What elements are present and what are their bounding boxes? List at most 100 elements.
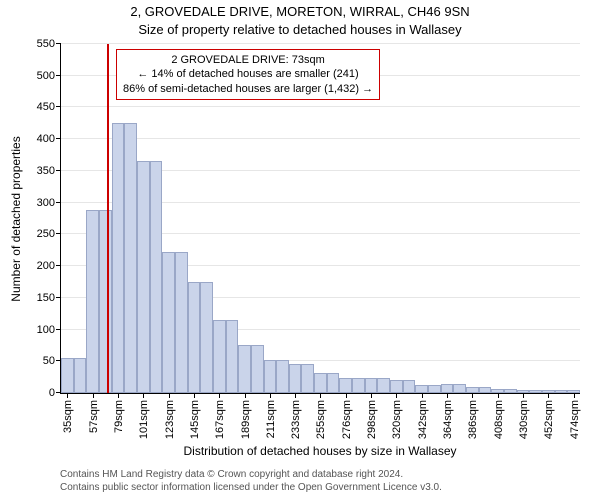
bar [61, 358, 74, 393]
bar [365, 378, 378, 393]
y-tick-label: 350 [37, 165, 61, 177]
bar [112, 123, 125, 393]
annotation-line-3: 86% of semi-detached houses are larger (… [123, 82, 373, 96]
annotation-line-1: 2 GROVEDALE DRIVE: 73sqm [123, 53, 373, 67]
x-tick-label: 233sqm [288, 393, 302, 439]
bar-slot: 35sqm [61, 44, 74, 393]
x-tick-label: 474sqm [567, 393, 581, 439]
x-tick-mark [143, 393, 144, 398]
x-tick-mark [472, 393, 473, 398]
bar [175, 252, 188, 394]
x-tick-label: 386sqm [465, 393, 479, 439]
bar [137, 161, 150, 393]
chart-subtitle: Size of property relative to detached ho… [0, 22, 600, 37]
y-tick-label: 150 [37, 292, 61, 304]
bar-slot [428, 44, 441, 393]
bar [339, 378, 352, 393]
x-tick-mark [118, 393, 119, 398]
x-tick-mark [245, 393, 246, 398]
x-axis-label: Distribution of detached houses by size … [60, 444, 580, 458]
x-tick-mark [67, 393, 68, 398]
x-tick-mark [270, 393, 271, 398]
bar-slot [74, 44, 87, 393]
x-tick-label: 123sqm [162, 393, 176, 439]
bar [441, 384, 454, 393]
y-tick-label: 300 [37, 197, 61, 209]
x-tick-mark [447, 393, 448, 398]
bar-slot: 386sqm [466, 44, 479, 393]
x-tick-mark [396, 393, 397, 398]
x-tick-label: 342sqm [415, 393, 429, 439]
bar [352, 378, 365, 393]
reference-line [107, 44, 109, 393]
bar [314, 373, 327, 393]
x-tick-label: 452sqm [541, 393, 555, 439]
x-tick-label: 79sqm [111, 393, 125, 433]
bar-slot: 430sqm [517, 44, 530, 393]
chart-title: 2, GROVEDALE DRIVE, MORETON, WIRRAL, CH4… [0, 4, 600, 19]
bar [504, 389, 517, 393]
bar [327, 373, 340, 393]
plot-area: 05010015020025030035040045050055035sqm57… [60, 44, 580, 394]
bar [188, 282, 201, 393]
bar [453, 384, 466, 393]
bar-slot: 364sqm [441, 44, 454, 393]
bar [162, 252, 175, 394]
bar-slot: 452sqm [542, 44, 555, 393]
bar [301, 364, 314, 393]
x-tick-label: 430sqm [516, 393, 530, 439]
x-tick-label: 101sqm [136, 393, 150, 439]
x-tick-label: 211sqm [263, 393, 277, 438]
x-tick-mark [320, 393, 321, 398]
x-tick-mark [574, 393, 575, 398]
x-tick-label: 298sqm [364, 393, 378, 439]
y-axis-label-wrap: Number of detached properties [8, 44, 24, 394]
bar [390, 380, 403, 393]
y-tick-label: 400 [37, 133, 61, 145]
bar-slot: 320sqm [390, 44, 403, 393]
bar-slot [555, 44, 568, 393]
bar [264, 360, 277, 393]
x-tick-mark [498, 393, 499, 398]
x-tick-label: 255sqm [313, 393, 327, 439]
bar-slot: 474sqm [567, 44, 580, 393]
y-tick-label: 550 [37, 38, 61, 50]
x-tick-mark [194, 393, 195, 398]
bar-slot: 57sqm [86, 44, 99, 393]
bar [74, 358, 87, 393]
x-tick-label: 35sqm [60, 393, 74, 433]
y-tick-label: 100 [37, 324, 61, 336]
x-tick-label: 189sqm [238, 393, 252, 439]
y-tick-label: 50 [43, 355, 61, 367]
bar-slot [403, 44, 416, 393]
bar-slot: 342sqm [415, 44, 428, 393]
bar [428, 385, 441, 393]
x-tick-label: 276sqm [339, 393, 353, 439]
x-tick-mark [523, 393, 524, 398]
x-tick-label: 57sqm [86, 393, 100, 433]
x-tick-mark [219, 393, 220, 398]
annotation-line-2: ← 14% of detached houses are smaller (24… [123, 67, 373, 81]
chart-container: 2, GROVEDALE DRIVE, MORETON, WIRRAL, CH4… [0, 0, 600, 500]
bar [200, 282, 213, 393]
footer-attribution: Contains HM Land Registry data © Crown c… [60, 469, 442, 494]
bar-slot [529, 44, 542, 393]
y-tick-label: 500 [37, 70, 61, 82]
bar [99, 210, 112, 393]
x-tick-mark [93, 393, 94, 398]
bar-slot [453, 44, 466, 393]
bar [415, 385, 428, 393]
bar [289, 364, 302, 393]
y-tick-label: 250 [37, 228, 61, 240]
bar-slot [99, 44, 112, 393]
bar [86, 210, 99, 393]
y-tick-label: 450 [37, 101, 61, 113]
bar [226, 320, 239, 393]
footer-line-1: Contains HM Land Registry data © Crown c… [60, 469, 442, 482]
x-tick-mark [346, 393, 347, 398]
bar [124, 123, 137, 393]
bar [555, 390, 568, 393]
bar [479, 387, 492, 393]
bar [276, 360, 289, 393]
footer-line-2: Contains public sector information licen… [60, 482, 442, 495]
